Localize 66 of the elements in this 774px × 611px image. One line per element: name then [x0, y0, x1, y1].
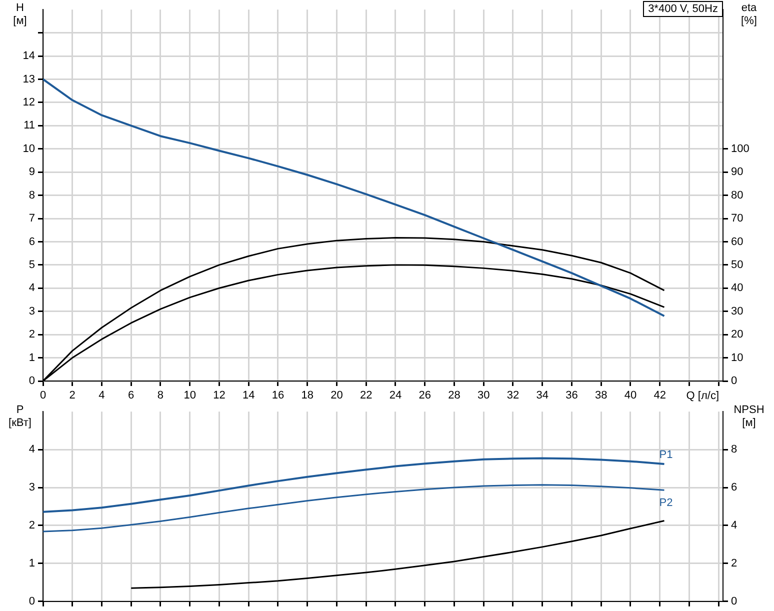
- y2-tick-label: 100: [731, 142, 750, 155]
- y-axis-title: H [м]: [2, 2, 38, 28]
- x-tick-label: 36: [566, 390, 578, 402]
- x-tick-label: 8: [157, 390, 164, 402]
- x-tick-label: 26: [418, 390, 431, 402]
- x-tick-label: 10: [184, 390, 196, 402]
- y-tick-label: 2: [28, 520, 35, 532]
- y2-tick-label: 20: [731, 328, 744, 341]
- x-tick-label: 38: [594, 390, 608, 402]
- x-axis-title: Q [л/с]: [684, 390, 721, 402]
- x-tick-label: 6: [128, 390, 134, 402]
- y-tick-label: 1: [28, 557, 35, 570]
- x-tick-label: 34: [536, 390, 548, 402]
- x-tick-label: 22: [360, 390, 372, 402]
- x-tick-label: 42: [654, 390, 666, 402]
- x-tick-label: 20: [330, 390, 343, 402]
- x-tick-label: 32: [506, 390, 520, 402]
- y2-axis-title: NPSH [м]: [726, 404, 772, 430]
- y2-tick-label: 30: [731, 305, 744, 318]
- y-tick-label: 3: [28, 305, 35, 318]
- y2-tick-label: 50: [731, 258, 744, 271]
- y2-tick-label: 10: [731, 352, 744, 364]
- y2-tick-label: 70: [731, 212, 744, 225]
- y2-axis-title: eta [%]: [726, 2, 772, 28]
- x-tick-label: 40: [624, 390, 637, 402]
- y-tick-label: 4: [28, 444, 35, 456]
- x-tick-label: 28: [448, 390, 460, 402]
- y2-tick-label: 0: [731, 595, 738, 608]
- x-tick-label: 14: [242, 390, 255, 402]
- y-tick-label: 2: [28, 328, 35, 341]
- y2-tick-label: 6: [731, 482, 738, 494]
- x-tick-label: 24: [389, 390, 402, 402]
- y-tick-label: 7: [28, 212, 35, 225]
- y-tick-label: 0: [28, 375, 35, 388]
- y-tick-label: 5: [28, 258, 35, 271]
- y-axis-title: P [кВт]: [2, 404, 38, 430]
- series-label: P2: [659, 497, 673, 510]
- y2-tick-label: 60: [731, 236, 744, 248]
- y-tick-label: 0: [28, 595, 35, 608]
- y-tick-label: 4: [28, 282, 35, 294]
- chart-title: 3*400 V, 50Hz: [643, 1, 723, 17]
- y2-tick-label: 2: [731, 557, 738, 570]
- x-tick-label: 12: [213, 390, 226, 402]
- y-tick-label: 11: [24, 120, 35, 132]
- x-tick-label: 0: [40, 390, 46, 402]
- y-tick-label: 12: [22, 96, 35, 108]
- y-tick-label: 1: [28, 352, 35, 364]
- y2-tick-label: 8: [731, 444, 738, 456]
- series-label: P1: [659, 448, 673, 461]
- y-tick-label: 10: [22, 142, 35, 155]
- x-tick-label: 4: [98, 390, 105, 402]
- x-tick-label: 16: [272, 390, 284, 402]
- x-tick-label: 30: [477, 390, 490, 402]
- y-tick-label: 3: [28, 482, 35, 494]
- x-tick-label: 2: [69, 390, 76, 402]
- x-tick-label: 18: [301, 390, 314, 402]
- y-tick-label: 9: [28, 166, 35, 178]
- y2-tick-label: 80: [731, 189, 744, 202]
- y2-tick-label: 40: [731, 282, 744, 294]
- y2-tick-label: 4: [731, 520, 738, 532]
- y-tick-label: 6: [28, 236, 35, 248]
- y-tick-label: 14: [22, 50, 35, 62]
- y2-tick-label: 0: [731, 375, 738, 388]
- y2-tick-label: 90: [731, 166, 744, 178]
- y-tick-label: 13: [22, 73, 35, 86]
- y-tick-label: 8: [28, 189, 35, 202]
